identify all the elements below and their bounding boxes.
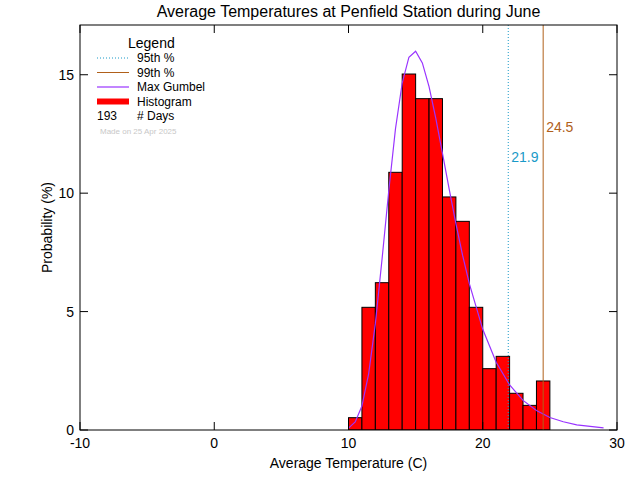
histogram-bar <box>402 74 415 430</box>
background <box>0 0 640 480</box>
y-tick <box>80 430 88 431</box>
x-tick-top <box>80 25 81 33</box>
y-tick-right <box>609 311 617 312</box>
x-tick <box>348 422 349 430</box>
y-tick-label: 10 <box>58 185 74 201</box>
histogram-bar <box>442 197 455 430</box>
x-tick-top <box>617 25 618 33</box>
histogram-bar <box>349 418 362 430</box>
histogram-bar <box>496 356 509 430</box>
x-tick <box>617 422 618 430</box>
y-tick-right <box>609 430 617 431</box>
y-tick-right <box>609 74 617 75</box>
x-tick-top <box>214 25 215 33</box>
legend-swatch <box>97 58 129 59</box>
legend-label: Max Gumbel <box>137 80 205 94</box>
x-tick <box>482 422 483 430</box>
legend-label: 99th % <box>137 66 175 80</box>
days-label: # Days <box>137 109 174 123</box>
days-count: 193 <box>97 109 117 123</box>
x-tick-label: 30 <box>609 435 625 451</box>
percentile-label: 21.9 <box>511 149 538 165</box>
y-tick-right <box>609 193 617 194</box>
gumbel-curve <box>349 51 604 428</box>
legend-swatch <box>97 86 129 87</box>
legend-label: Histogram <box>137 95 192 109</box>
y-tick <box>80 311 88 312</box>
chart: 21.924.5-100102030051015Average Temperat… <box>0 0 640 480</box>
histogram-bar <box>389 172 402 430</box>
x-tick-top <box>348 25 349 33</box>
plot-area <box>349 25 604 430</box>
made-on-note: Made on 25 Apr 2025 <box>100 127 177 136</box>
x-tick-label: 10 <box>341 435 357 451</box>
histogram-bar <box>469 307 482 430</box>
histogram-bar <box>429 99 442 430</box>
histogram-bar <box>483 369 496 430</box>
percentile-label: 24.5 <box>546 119 573 135</box>
legend-label: 95th % <box>137 51 175 65</box>
histogram-bar <box>416 99 429 430</box>
legend-title: Legend <box>128 35 175 51</box>
frame <box>80 25 617 430</box>
y-axis-label: Probability (%) <box>39 182 55 273</box>
x-axis-label: Average Temperature (C) <box>270 455 427 471</box>
y-tick-label: 15 <box>58 67 74 83</box>
x-tick-label: 0 <box>210 435 218 451</box>
title: Average Temperatures at Penfield Station… <box>157 3 541 20</box>
y-tick <box>80 74 88 75</box>
percentile-line <box>508 25 509 430</box>
legend: Legend95th %99th %Max GumbelHistogram 193… <box>97 35 205 136</box>
legend-swatch <box>97 72 129 73</box>
x-tick-label: 20 <box>475 435 491 451</box>
histogram-bar <box>362 307 375 430</box>
legend-swatch <box>97 99 129 105</box>
y-tick <box>80 193 88 194</box>
x-tick <box>214 422 215 430</box>
x-tick <box>80 422 81 430</box>
y-tick-label: 0 <box>66 422 74 438</box>
y-tick-label: 5 <box>66 304 74 320</box>
x-tick-top <box>482 25 483 33</box>
percentile-line <box>543 25 544 430</box>
